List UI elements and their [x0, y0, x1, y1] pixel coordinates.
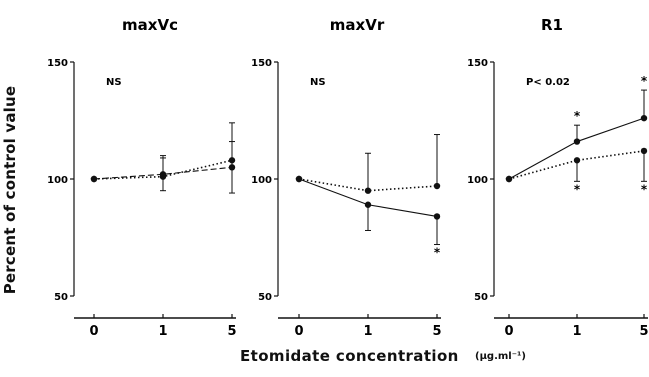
y-tick-label: 150 — [467, 58, 488, 69]
data-point — [364, 187, 372, 194]
data-point — [364, 201, 372, 208]
significance-star: * — [574, 109, 581, 123]
panel-1: maxVr 50 100 150 0 1 5 NS * — [251, 16, 441, 339]
significance-star: * — [434, 246, 441, 260]
significance-annotation: NS — [106, 77, 122, 88]
y-tick-label: 100 — [47, 175, 68, 186]
data-point — [90, 175, 98, 183]
significance-star: * — [641, 74, 648, 88]
x-tick-label: 1 — [572, 324, 581, 339]
x-tick-label: 5 — [227, 324, 236, 339]
x-axis-unit: (µg.ml⁻¹) — [475, 351, 526, 362]
x-tick-label: 1 — [158, 324, 167, 339]
x-tick-label: 1 — [363, 324, 372, 339]
y-tick-label: 150 — [251, 58, 272, 69]
y-tick-label: 100 — [251, 175, 272, 186]
data-point — [228, 164, 236, 171]
panel-title: maxVr — [330, 16, 385, 34]
x-axis-label: Etomidate concentration — [240, 347, 459, 365]
series-line — [298, 178, 438, 192]
y-axis-label-text: Percent of control value — [1, 85, 19, 295]
data-point — [640, 114, 648, 122]
x-tick-label: 0 — [89, 324, 98, 339]
panel-0: maxVc 50 100 150 0 1 5 NS — [47, 16, 236, 339]
x-tick-label: 0 — [504, 324, 513, 339]
data-point — [295, 175, 303, 183]
y-tick-label: 50 — [258, 292, 272, 303]
x-tick-label: 5 — [432, 324, 441, 339]
significance-annotation: P< 0.02 — [526, 77, 570, 88]
data-point — [573, 157, 581, 164]
panel-2: R1 50 100 150 0 1 5 P< 0.02 * * * * — [467, 16, 648, 339]
data-point — [433, 182, 441, 190]
data-point — [640, 147, 648, 155]
y-tick-label: 50 — [474, 292, 488, 303]
panel-title: R1 — [541, 16, 563, 34]
significance-star: * — [574, 182, 581, 196]
significance-star: * — [641, 182, 648, 196]
data-point — [505, 175, 513, 183]
data-point — [159, 173, 167, 180]
panel-title: maxVc — [122, 16, 178, 34]
data-point — [573, 138, 581, 145]
series-line — [93, 166, 233, 180]
y-tick-label: 50 — [54, 292, 68, 303]
significance-annotation: NS — [310, 77, 326, 88]
y-axis-label: Percent of control value — [1, 86, 20, 295]
x-tick-label: 0 — [294, 324, 303, 339]
y-tick-label: 100 — [467, 175, 488, 186]
data-point — [228, 157, 236, 164]
x-tick-label: 5 — [639, 324, 648, 339]
y-tick-label: 150 — [47, 58, 68, 69]
data-point — [433, 213, 441, 220]
